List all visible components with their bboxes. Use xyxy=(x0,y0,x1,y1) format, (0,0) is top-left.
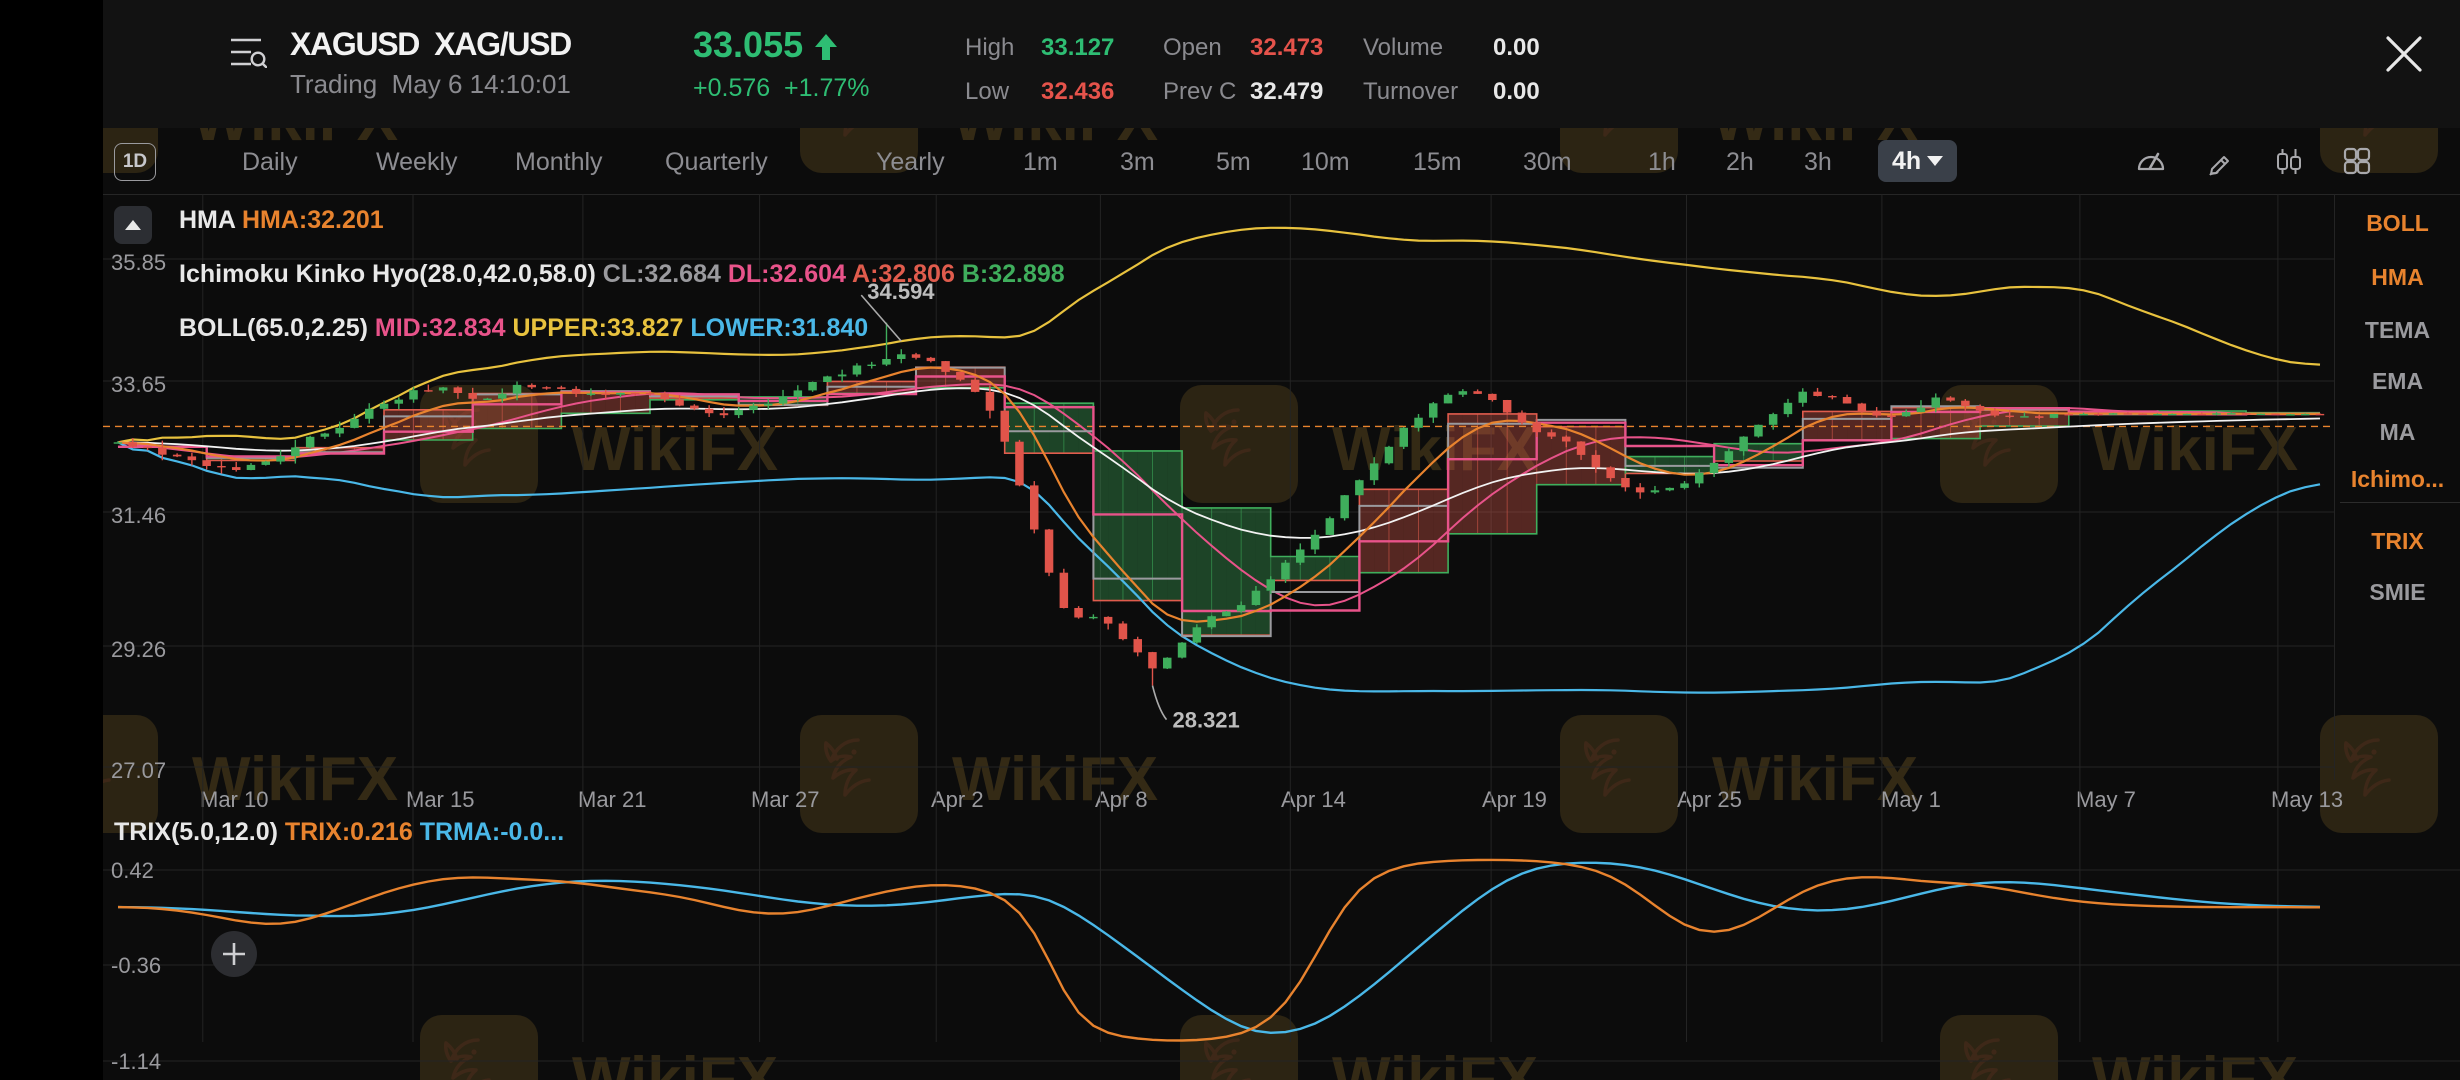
svg-text:28.321: 28.321 xyxy=(1172,708,1239,733)
svg-text:34.594: 34.594 xyxy=(867,279,935,304)
